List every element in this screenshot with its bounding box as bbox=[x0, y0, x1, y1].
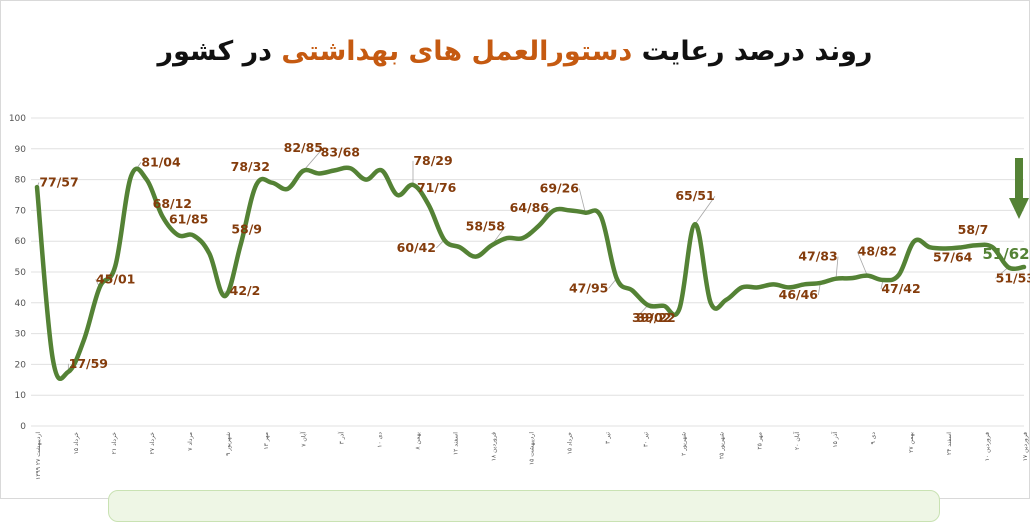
series-line bbox=[34, 165, 1027, 381]
x-tick-label: ۱۰ دی bbox=[377, 432, 384, 448]
x-tick-label: ۲ شهریور bbox=[680, 432, 687, 456]
data-label: 82/85 bbox=[284, 140, 323, 155]
x-tick-label: ۱۷ فروردین bbox=[1022, 432, 1029, 461]
y-tick-label: 0 bbox=[20, 422, 26, 432]
data-label: 46/46 bbox=[779, 287, 819, 302]
data-label: 58/9 bbox=[231, 222, 262, 237]
label-leader-line bbox=[835, 256, 839, 279]
label-leader-line bbox=[635, 304, 649, 319]
data-label: 39/02 bbox=[632, 310, 671, 325]
data-label: 47/95 bbox=[569, 280, 608, 295]
data-label: 78/32 bbox=[231, 159, 270, 174]
x-tick-label: ۳ تیر bbox=[604, 432, 611, 444]
x-tick-label: ۱۳۹۹ اردیبهشت ۲۷ bbox=[35, 432, 42, 480]
y-tick-label: 100 bbox=[9, 114, 26, 124]
x-tick-label: ۱۲ اسفند bbox=[453, 432, 460, 455]
data-label: 58/58 bbox=[466, 219, 505, 234]
data-label: 61/85 bbox=[169, 212, 208, 227]
x-tick-label: ۲۰ آبان bbox=[792, 432, 801, 450]
x-tick-label: ۸ بهمن bbox=[415, 432, 422, 450]
x-tick-label: ۳ آذر bbox=[337, 432, 346, 445]
data-label: 78/29 bbox=[413, 153, 452, 168]
x-tick-label: ۱۵ خرداد bbox=[73, 432, 80, 455]
x-tick-label: ۳۰ تیر bbox=[642, 432, 649, 447]
data-label: 81/04 bbox=[141, 154, 181, 169]
data-label: 47/42 bbox=[881, 281, 920, 296]
data-label: 42/2 bbox=[230, 283, 261, 298]
x-tick-label: ۲۴ اسفند bbox=[946, 432, 953, 455]
data-label: 47/83 bbox=[798, 249, 837, 264]
x-tick-label: ۲۵ مهر bbox=[756, 432, 763, 450]
data-label: 69/26 bbox=[540, 181, 580, 196]
x-tick-label: ۱۵ اردیبهشت bbox=[529, 432, 536, 465]
grid-lines bbox=[31, 117, 1024, 427]
data-label: 57/64 bbox=[933, 249, 973, 264]
y-tick-label: 10 bbox=[15, 391, 27, 401]
data-label: 48/82 bbox=[858, 244, 897, 259]
x-tick-label: ۱۵ خرداد bbox=[566, 432, 573, 455]
x-tick-label: ۷ مرداد bbox=[187, 432, 194, 451]
label-leader-line bbox=[694, 195, 716, 225]
data-label: 51/62 bbox=[982, 245, 1029, 263]
label-leaders bbox=[36, 147, 1009, 372]
data-label: 45/01 bbox=[96, 271, 135, 286]
x-tick-label: ۲۱ خرداد bbox=[111, 432, 118, 455]
x-tick-label: ۹ دی bbox=[870, 432, 877, 445]
x-tick-label: ۱۳ مهر bbox=[263, 432, 270, 450]
y-tick-label: 70 bbox=[15, 206, 27, 216]
data-label: 39/22 bbox=[636, 310, 675, 325]
chart-frame bbox=[0, 0, 1030, 499]
title-part-1: روند درصد رعایت bbox=[632, 36, 873, 67]
arrow-shaft bbox=[1015, 158, 1023, 200]
y-axis: 0 10 20 30 40 50 60 70 80 90 100 bbox=[9, 114, 26, 432]
x-tick-label: ۲۷ خرداد bbox=[149, 432, 156, 455]
data-label: 83/68 bbox=[321, 144, 360, 159]
x-tick-label: ۱۸ فروردین bbox=[491, 432, 498, 461]
x-tick-label: ۹ شهریور bbox=[225, 432, 232, 456]
footer-panel bbox=[108, 490, 940, 522]
arrow-head bbox=[1009, 198, 1029, 219]
chart-title: روند درصد رعایت دستورالعمل های بهداشتی د… bbox=[0, 36, 1030, 67]
label-leader-line bbox=[303, 147, 324, 172]
x-tick-label: ۲۵ شهریور bbox=[718, 432, 725, 459]
data-label: 60/42 bbox=[397, 240, 436, 255]
data-label: 68/12 bbox=[153, 196, 192, 211]
title-part-2: دستورالعمل های بهداشتی bbox=[281, 36, 633, 67]
data-label: 65/51 bbox=[675, 188, 714, 203]
data-label: 58/7 bbox=[958, 222, 989, 237]
y-tick-label: 50 bbox=[15, 268, 27, 278]
y-tick-label: 80 bbox=[15, 176, 27, 186]
y-tick-label: 30 bbox=[15, 330, 27, 340]
data-label: 77/57 bbox=[39, 175, 78, 190]
data-label: 71/76 bbox=[417, 180, 457, 195]
y-tick-label: 40 bbox=[15, 299, 27, 309]
label-leader-line bbox=[856, 251, 868, 276]
x-tick-label: ۱۵ آذر bbox=[830, 432, 839, 448]
x-axis: ۱۳۹۹ اردیبهشت ۲۷ ۱۵ خرداد ۲۱ خرداد ۲۷ خرداد… bbox=[35, 432, 1029, 480]
y-tick-label: 90 bbox=[15, 145, 27, 155]
data-label: 64/86 bbox=[510, 200, 550, 215]
label-leader-line bbox=[995, 266, 1009, 279]
label-leader-line bbox=[578, 188, 586, 213]
data-label: 51/53 bbox=[996, 270, 1030, 285]
down-arrow-icon bbox=[1009, 158, 1029, 219]
data-label: 17/59 bbox=[69, 356, 108, 371]
x-tick-label: ۲۷ بهمن bbox=[908, 432, 915, 453]
y-tick-label: 60 bbox=[15, 237, 27, 247]
title-part-3: در کشور bbox=[157, 36, 282, 67]
x-tick-label: ۱۰ فروردین bbox=[984, 432, 991, 461]
x-tick-label: ۷ آبان bbox=[299, 432, 308, 447]
y-tick-label: 20 bbox=[15, 360, 27, 370]
